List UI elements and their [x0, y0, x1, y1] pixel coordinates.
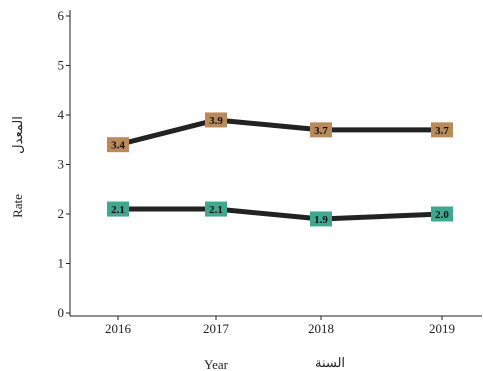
data-point-0-0	[107, 137, 129, 153]
data-label-0-3: 3.7	[435, 125, 449, 137]
data-label-1-2: 1.9	[314, 214, 328, 226]
x-axis-title: Year	[204, 357, 229, 371]
axes	[69, 10, 482, 317]
y-tick-label-5: 5	[58, 58, 65, 73]
series-1-line	[115, 206, 445, 222]
series-group: 3.4 3.9 3.7 3.7 2.1 2.1 1.9 2.0	[107, 112, 453, 227]
x-tick-label-0: 2016	[105, 321, 132, 336]
data-point-0-1	[205, 112, 227, 128]
series-0-line	[115, 117, 445, 148]
x-tick-label-1: 2017	[203, 321, 230, 336]
y-tick-label-6: 6	[58, 8, 65, 23]
x-tick-label-2: 2018	[308, 321, 334, 336]
data-point-1-1	[205, 201, 227, 217]
y-tick-label-4: 4	[58, 107, 65, 122]
y-tick-label-3: 3	[58, 157, 65, 172]
data-point-1-2	[310, 211, 332, 227]
data-point-0-2	[310, 122, 332, 138]
data-label-0-1: 3.9	[209, 115, 223, 127]
data-label-1-0: 2.1	[111, 204, 125, 216]
y-tick-label-1: 1	[58, 256, 65, 271]
x-tick-label-3: 2019	[429, 321, 455, 336]
x-ticks: 2016 2017 2018 2019	[105, 316, 455, 336]
data-point-0-3	[431, 122, 453, 138]
data-point-1-0	[107, 201, 129, 217]
data-label-0-2: 3.7	[314, 125, 328, 137]
y-tick-label-0: 0	[58, 305, 65, 320]
y-axis-title-arabic: المعدل	[10, 116, 25, 154]
y-tick-label-2: 2	[58, 206, 65, 221]
x-axis-title-arabic: السنة	[315, 355, 345, 370]
data-label-0-0: 3.4	[111, 140, 125, 152]
y-ticks: 0 1 2 3 4 5 6	[58, 8, 70, 320]
data-point-1-3	[431, 206, 453, 222]
data-label-1-1: 2.1	[209, 204, 223, 216]
data-label-1-3: 2.0	[435, 209, 449, 221]
y-axis-title: Rate	[10, 194, 25, 218]
